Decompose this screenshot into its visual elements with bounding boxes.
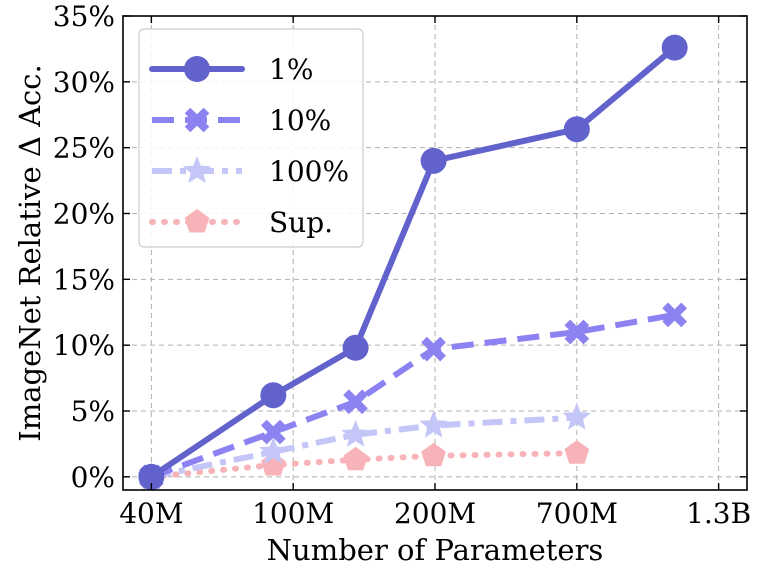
data-point-x (662, 302, 687, 328)
y-axis-title: ImageNet Relative Δ Acc. (13, 64, 47, 441)
data-point-star (182, 156, 212, 184)
data-point-circle (184, 56, 210, 82)
y-tick-label: 15% (53, 263, 115, 296)
series-1% (138, 34, 688, 490)
data-point-x (261, 419, 286, 445)
y-tick-label: 25% (53, 132, 115, 165)
x-tick-label: 100M (252, 497, 334, 530)
series-layer (137, 34, 688, 490)
data-point-circle (661, 34, 688, 61)
data-point-x (184, 107, 210, 133)
y-tick-label: 30% (53, 66, 115, 99)
data-point-pentagon (184, 209, 210, 233)
data-point-circle (420, 147, 447, 174)
x-tick-label: 1.3B (686, 497, 751, 530)
data-point-star (259, 436, 288, 464)
legend-label: 1% (269, 53, 313, 86)
x-tick-label: 40M (119, 497, 183, 530)
x-axis-title: Number of Parameters (267, 533, 604, 567)
data-point-circle (563, 116, 590, 143)
data-point-circle (138, 463, 165, 490)
axis-ticks: 0% 5% 10% 15% 20% 25% 30% 35% 40M 100M 200M 700M 1.3… (53, 0, 751, 530)
series-line (150, 414, 577, 480)
series-line (148, 44, 678, 480)
data-point-circle (342, 334, 369, 361)
y-tick-label: 10% (53, 329, 115, 362)
legend-label: Sup. (269, 206, 333, 239)
y-tick-label: 5% (71, 395, 115, 428)
legend-label: 100% (269, 155, 349, 188)
legend: 1% 10% 100% Sup. (138, 28, 364, 248)
legend-item: 100% (152, 155, 349, 188)
data-point-x (421, 336, 446, 362)
data-point-pentagon (343, 446, 368, 471)
y-tick-label: 35% (53, 0, 115, 33)
data-point-x (343, 389, 368, 415)
data-point-pentagon (421, 442, 446, 467)
legend-item: 10% (152, 104, 331, 137)
data-point-circle (260, 382, 287, 409)
x-tick-label: 700M (536, 497, 618, 530)
y-tick-label: 20% (53, 198, 115, 231)
legend-item: 1% (149, 53, 313, 86)
x-tick-label: 200M (394, 497, 476, 530)
legend-item: Sup. (149, 206, 333, 239)
data-point-star (419, 410, 448, 438)
data-point-star (562, 402, 591, 430)
y-tick-label: 0% (71, 461, 115, 494)
legend-label: 10% (269, 104, 331, 137)
data-point-pentagon (564, 440, 590, 464)
legend-box (138, 28, 364, 248)
data-point-x (564, 319, 590, 345)
series-line (150, 311, 676, 480)
data-point-star (341, 419, 370, 447)
series-100% (137, 402, 591, 489)
